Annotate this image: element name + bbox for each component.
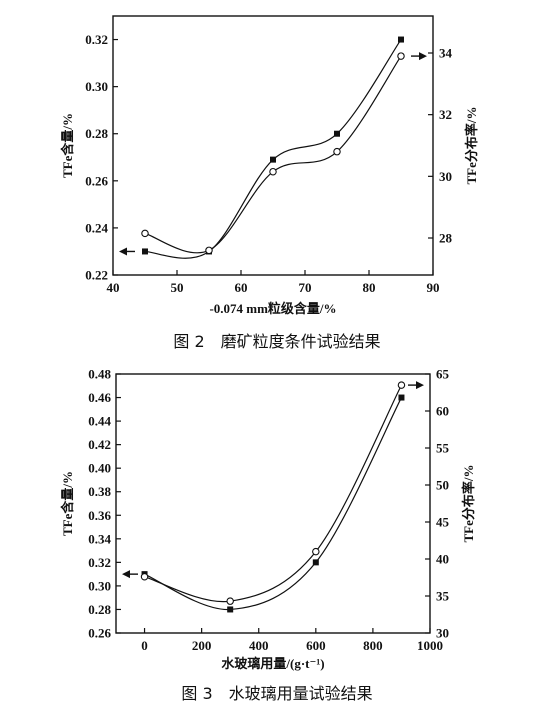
plot-frame: [112, 15, 434, 276]
data-point-square: [142, 248, 148, 255]
y-tick-label: 0.30: [88, 578, 111, 593]
chart-sodium-silicate-dosage: 0 200 400 600 800 1000 0.26 0.28 0.30 0.32 0.34 0.3…: [60, 367, 476, 704]
x-tick-label: 60: [235, 280, 248, 295]
y2-tick-label: 35: [436, 589, 450, 604]
y-tick-label: 0.36: [88, 508, 111, 523]
y-tick-label: 0.48: [88, 367, 111, 382]
y-tick-label: 0.34: [88, 531, 111, 546]
x-tick-label: 70: [299, 280, 312, 295]
data-point-circle: [140, 573, 149, 581]
x-tick-label: 50: [171, 280, 184, 295]
y-tick-label: 0.26: [88, 626, 111, 641]
figure-caption: 图 3 水玻璃用量试验结果: [181, 684, 372, 703]
data-point-circle: [397, 52, 405, 60]
data-point-circle: [397, 381, 406, 389]
data-point-square: [227, 606, 234, 613]
series-line: [144, 397, 402, 611]
x-tick-label: 1000: [417, 638, 443, 653]
x-tick-label: 80: [363, 280, 376, 295]
y2-axis-label: TFe分布率/%: [461, 465, 476, 543]
series-line: [144, 384, 402, 603]
y2-tick-label: 30: [436, 626, 449, 641]
y-tick-label: 0.40: [88, 461, 111, 476]
x-tick-label: 40: [107, 280, 120, 295]
y2-tick-label: 55: [436, 441, 450, 456]
y-tick-label: 0.30: [85, 79, 108, 94]
data-point-circle: [269, 167, 277, 176]
x-axis-label: 水玻璃用量/(g·t⁻¹): [221, 656, 324, 671]
x-tick-label: 90: [427, 280, 440, 295]
y2-tick-label: 30: [439, 169, 452, 184]
series-line: [144, 39, 402, 259]
y2-tick-label: 50: [436, 478, 449, 493]
data-point-square: [334, 130, 340, 137]
right-arrow-head-icon: [416, 381, 424, 390]
x-tick-label: 400: [249, 638, 269, 653]
y-tick-label: 0.46: [88, 390, 111, 405]
left-arrow-head-icon: [122, 570, 130, 579]
y2-tick-label: 65: [436, 367, 450, 382]
data-point-circle: [226, 597, 234, 605]
y2-tick-label: 60: [436, 404, 449, 419]
y-tick-label: 0.28: [88, 602, 111, 617]
plot-frame: [115, 373, 431, 634]
y2-tick-label: 28: [439, 231, 453, 246]
y2-tick-label: 45: [436, 515, 450, 530]
data-point-square: [312, 559, 319, 566]
series-line: [144, 55, 402, 254]
left-arrow-head-icon: [119, 247, 127, 256]
chart-grinding-fineness: 40 50 60 70 80 90 0.22 0.24 0.26 0.28 0.30 0.32 28 30…: [60, 15, 479, 351]
data-point-square: [398, 394, 405, 401]
y-tick-label: 0.24: [85, 220, 108, 235]
y-tick-label: 0.32: [88, 555, 111, 570]
data-point-square: [398, 36, 404, 43]
y-tick-label: 0.32: [85, 32, 108, 47]
y-tick-label: 0.22: [85, 268, 108, 283]
y2-tick-label: 32: [439, 107, 452, 122]
data-point-square: [270, 156, 276, 163]
data-point-circle: [205, 246, 213, 255]
y2-tick-label: 34: [439, 46, 453, 61]
y-tick-label: 0.44: [88, 414, 111, 429]
x-tick-label: 600: [306, 638, 326, 653]
figure-caption: 图 2 磨矿粒度条件试验结果: [173, 332, 380, 351]
y-tick-label: 0.28: [85, 126, 108, 141]
y2-tick-label: 40: [436, 552, 449, 567]
y-tick-label: 0.38: [88, 484, 111, 499]
y2-axis-label: TFe分布率/%: [464, 107, 479, 185]
x-tick-label: 0: [141, 638, 148, 653]
data-point-circle: [333, 147, 341, 156]
y-tick-label: 0.42: [88, 437, 111, 452]
data-point-circle: [141, 229, 149, 238]
x-tick-label: 800: [363, 638, 383, 653]
data-point-circle: [312, 547, 320, 556]
y-tick-label: 0.26: [85, 173, 108, 188]
y-axis-label: TFe含量/%: [60, 471, 75, 536]
x-axis-label: -0.074 mm粒级含量/%: [209, 301, 336, 316]
right-arrow-head-icon: [419, 52, 427, 61]
x-tick-label: 200: [192, 638, 212, 653]
y-axis-label: TFe含量/%: [60, 113, 75, 178]
